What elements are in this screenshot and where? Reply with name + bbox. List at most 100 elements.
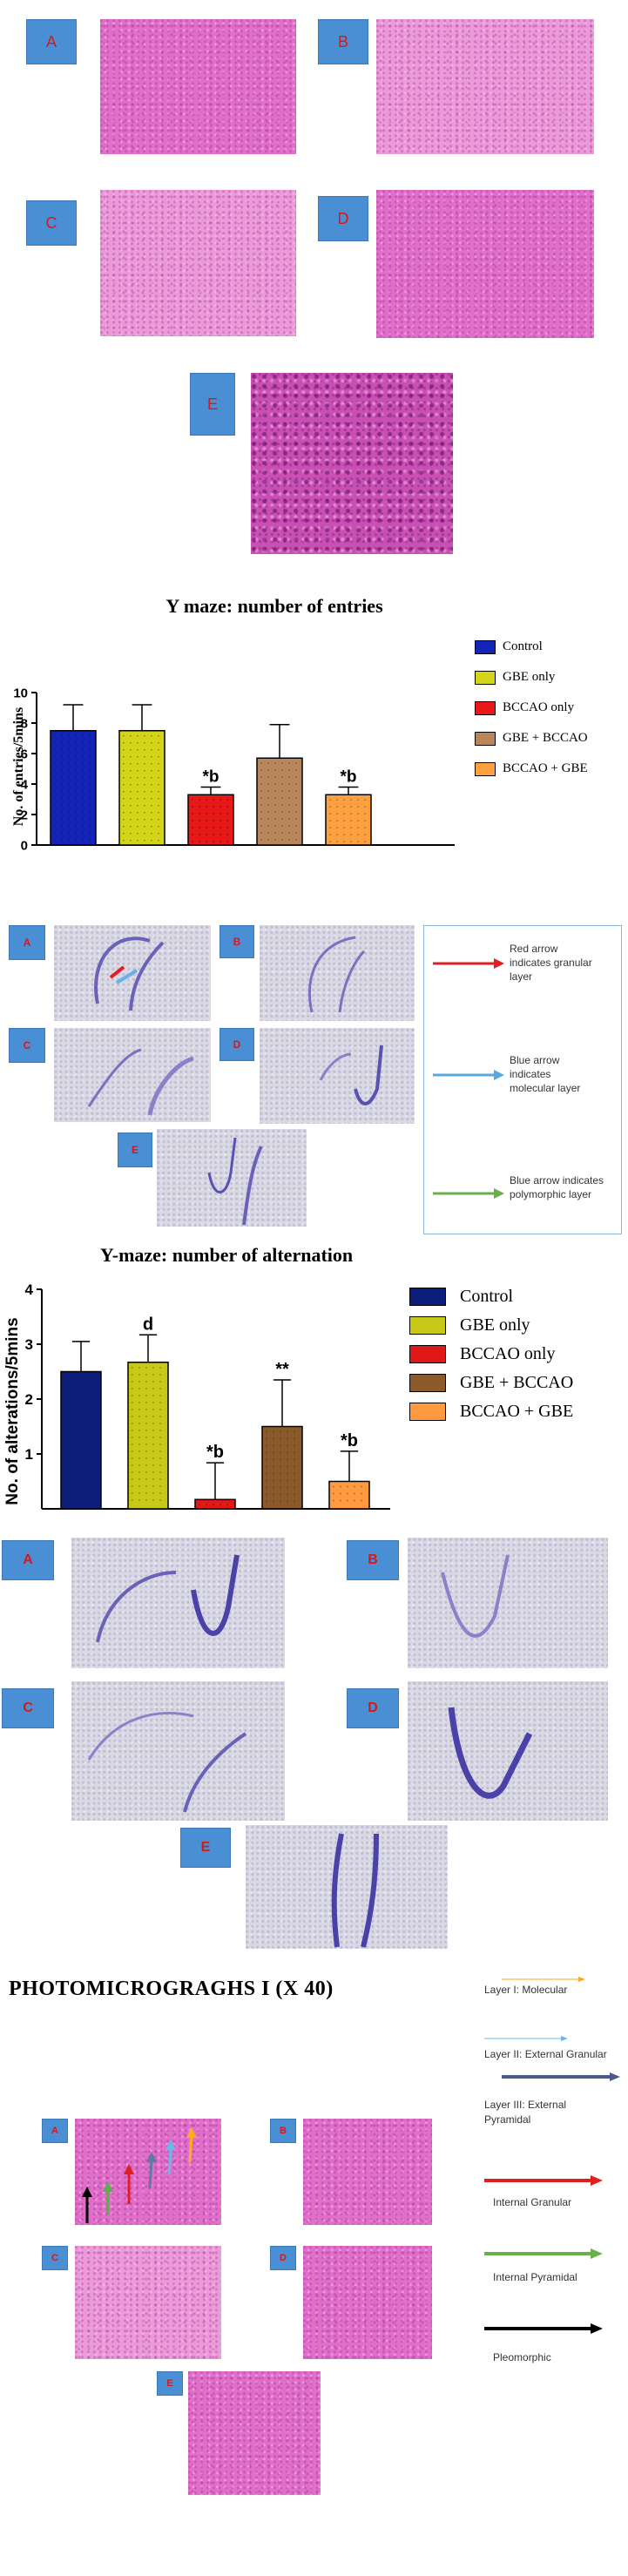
bar-dot (287, 1451, 288, 1454)
bar-dot (267, 790, 269, 793)
layer-legend-l1: Layer I: Molecular (484, 1984, 568, 1996)
bar-dot (144, 825, 145, 828)
bar-dot (71, 1480, 73, 1483)
bar-dot (78, 1501, 80, 1504)
bar-dot (138, 1498, 140, 1501)
bar-dot (336, 841, 338, 843)
bar-dot (295, 776, 297, 779)
bar-dot (54, 741, 56, 744)
bar-dot (123, 769, 125, 772)
bar-dot (132, 1401, 133, 1403)
bar-dot (92, 1376, 94, 1378)
bar-dot (295, 762, 297, 765)
bar-dot (281, 769, 283, 772)
bar-dot (266, 1500, 267, 1503)
bar-dot (199, 799, 200, 801)
legend2-swatch-gbe-bccao (409, 1374, 446, 1392)
bar-dot (152, 1366, 154, 1369)
bar-dot (145, 1366, 147, 1369)
bar-dot (61, 825, 63, 828)
bar-dot (294, 1500, 295, 1503)
bar-dot (82, 825, 84, 828)
bar-dot (159, 1422, 161, 1424)
bar-dot (61, 769, 63, 772)
bar-dot (226, 1504, 228, 1506)
bar-dot (85, 1480, 87, 1483)
bar-dot (350, 813, 352, 815)
bar-dot (266, 1486, 267, 1489)
bar-dot (336, 813, 338, 815)
bar-dot (294, 1479, 295, 1482)
bar-dot (130, 776, 132, 779)
bar-dot (364, 799, 366, 801)
bar-dot (273, 1458, 274, 1461)
bar-dot (130, 755, 132, 758)
bar-dot (123, 755, 125, 758)
bar (325, 794, 372, 846)
bar-dot (82, 797, 84, 800)
bar-dot (274, 769, 276, 772)
bar-dot (123, 825, 125, 828)
bar-dot (343, 841, 345, 843)
bar-dot (266, 1444, 267, 1447)
bar-dot (89, 839, 91, 842)
bar-dot (130, 832, 132, 835)
bar-dot (68, 755, 70, 758)
bar-dot (158, 769, 159, 772)
bar-dot (144, 741, 145, 744)
nissl2-image-a (71, 1538, 285, 1668)
bar-dot (54, 776, 56, 779)
bar-dot (159, 1457, 161, 1459)
nissl2-label-c: C (2, 1688, 54, 1728)
bar-dot (92, 1445, 94, 1448)
bar-dot (357, 799, 359, 801)
bar-dot (151, 804, 152, 807)
y-tick-label: 4 (21, 777, 29, 792)
bar-dot (287, 1437, 288, 1440)
bar-dot (92, 1424, 94, 1427)
bar-dot (192, 799, 193, 801)
bar-dot (75, 769, 77, 772)
bar-dot (145, 1443, 147, 1445)
significance-label: d (143, 1315, 153, 1334)
bar-dot (329, 841, 331, 843)
panel-label-a: A (26, 19, 77, 64)
bar-dot (130, 769, 132, 772)
photo-label-d: D (270, 2246, 296, 2270)
bar-dot (144, 811, 145, 814)
bar-dot (288, 804, 290, 807)
bar (50, 730, 97, 846)
bar-dot (64, 1376, 66, 1378)
layer-legend: Layer I: Molecular Layer II: External Gr… (484, 1976, 624, 2533)
bar-dot (68, 734, 70, 737)
bar-dot (281, 811, 283, 814)
bar-dot (61, 748, 63, 751)
bar-dot (281, 832, 283, 835)
bar-dot (64, 1459, 66, 1462)
legend1-swatch-bccao-gbe (475, 762, 496, 776)
bar-dot (158, 811, 159, 814)
bar-dot (71, 1383, 73, 1385)
bar-dot (260, 811, 262, 814)
layer-legend-l4: Internal Granular (493, 2196, 572, 2208)
bar-dot (273, 1472, 274, 1475)
bar-dot (78, 1403, 80, 1406)
bar-dot (329, 813, 331, 815)
bar-dot (144, 776, 145, 779)
chart2-ylabel: No. of alterations/5mins (3, 1317, 22, 1504)
bar-dot (54, 839, 56, 842)
bar-dot (54, 811, 56, 814)
bar-dot (61, 797, 63, 800)
bar-dot (267, 797, 269, 800)
bar-dot (123, 762, 125, 765)
panel-label-d: D (318, 196, 368, 241)
bar-dot (267, 769, 269, 772)
bar-dot (151, 755, 152, 758)
bar-dot (347, 1485, 348, 1488)
y-tick-label: 2 (21, 808, 28, 822)
bar-dot (61, 734, 63, 737)
bar-dot (71, 1501, 73, 1504)
micrograph-e (251, 373, 453, 554)
bar (261, 1425, 303, 1510)
nissl1-label-a: A (9, 925, 45, 960)
